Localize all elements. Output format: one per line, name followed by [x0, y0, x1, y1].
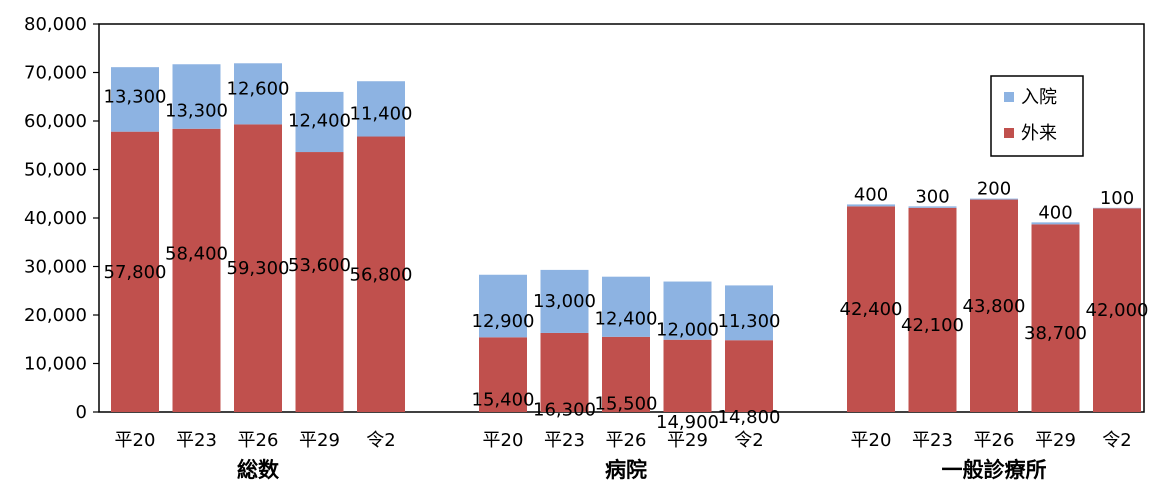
x-tick-label: 平29 — [299, 430, 340, 451]
data-label-outpatient: 42,000 — [1086, 300, 1149, 321]
data-label-outpatient: 14,900 — [656, 412, 719, 433]
x-tick-label: 平29 — [1035, 430, 1076, 451]
data-label-outpatient: 43,800 — [963, 296, 1026, 317]
legend-label: 入院 — [1021, 87, 1057, 108]
x-tick-label: 平26 — [974, 430, 1015, 451]
data-label-outpatient: 57,800 — [104, 262, 167, 283]
y-tick-label: 60,000 — [24, 111, 87, 132]
data-label-outpatient: 14,800 — [718, 407, 781, 428]
data-label-inpatient: 12,900 — [472, 311, 535, 332]
x-tick-label: 令2 — [734, 430, 763, 451]
data-label-outpatient: 56,800 — [350, 264, 413, 285]
data-label-inpatient: 400 — [854, 184, 888, 205]
x-tick-label: 平29 — [667, 430, 708, 451]
data-label-inpatient: 200 — [977, 179, 1011, 200]
x-tick-label: 平20 — [483, 430, 524, 451]
group-label: 病院 — [605, 458, 647, 482]
data-label-inpatient: 400 — [1038, 202, 1072, 223]
x-tick-label: 平23 — [544, 430, 585, 451]
data-label-inpatient: 11,300 — [718, 311, 781, 332]
x-tick-label: 平26 — [606, 430, 647, 451]
bar-outpatient — [173, 129, 221, 412]
data-label-inpatient: 300 — [915, 186, 949, 207]
data-label-inpatient: 100 — [1100, 188, 1134, 209]
x-tick-label: 平20 — [851, 430, 892, 451]
data-label-outpatient: 42,100 — [901, 315, 964, 336]
bar-outpatient — [725, 340, 773, 412]
y-tick-label: 40,000 — [24, 208, 87, 229]
y-tick-label: 80,000 — [24, 14, 87, 35]
legend-swatch — [1004, 92, 1014, 102]
data-label-outpatient: 38,700 — [1024, 323, 1087, 344]
data-label-outpatient: 42,400 — [840, 299, 903, 320]
data-label-outpatient: 58,400 — [165, 243, 228, 264]
data-label-inpatient: 12,000 — [656, 319, 719, 340]
data-label-inpatient: 12,400 — [288, 110, 351, 131]
data-label-inpatient: 13,000 — [533, 291, 596, 312]
data-label-inpatient: 11,400 — [350, 103, 413, 124]
x-tick-label: 令2 — [1102, 430, 1131, 451]
x-tick-label: 平20 — [115, 430, 156, 451]
data-label-inpatient: 13,300 — [165, 101, 228, 122]
y-tick-label: 10,000 — [24, 354, 87, 375]
x-tick-label: 平26 — [238, 430, 279, 451]
bar-outpatient — [296, 152, 344, 412]
bars — [111, 63, 1141, 412]
data-label-outpatient: 15,500 — [595, 393, 658, 414]
y-tick-label: 30,000 — [24, 257, 87, 278]
x-tick-label: 平23 — [176, 430, 217, 451]
y-tick-label: 20,000 — [24, 305, 87, 326]
group-label: 一般診療所 — [942, 458, 1047, 482]
legend-label: 外来 — [1021, 123, 1057, 144]
bar-outpatient — [909, 208, 957, 412]
y-tick-label: 0 — [76, 402, 87, 423]
x-tick-label: 平23 — [912, 430, 953, 451]
bar-outpatient — [664, 340, 712, 412]
y-tick-label: 50,000 — [24, 160, 87, 181]
group-label: 総数 — [237, 458, 280, 482]
data-label-inpatient: 13,300 — [104, 87, 167, 108]
data-label-outpatient: 59,300 — [227, 258, 290, 279]
data-label-inpatient: 12,400 — [595, 308, 658, 329]
data-label-outpatient: 15,400 — [472, 390, 535, 411]
data-label-outpatient: 16,300 — [533, 399, 596, 420]
data-label-outpatient: 53,600 — [288, 255, 351, 276]
data-label-inpatient: 12,600 — [227, 79, 290, 100]
bar-outpatient — [1032, 224, 1080, 412]
x-tick-label: 令2 — [366, 430, 395, 451]
legend-swatch — [1004, 128, 1014, 138]
y-tick-label: 70,000 — [24, 63, 87, 84]
